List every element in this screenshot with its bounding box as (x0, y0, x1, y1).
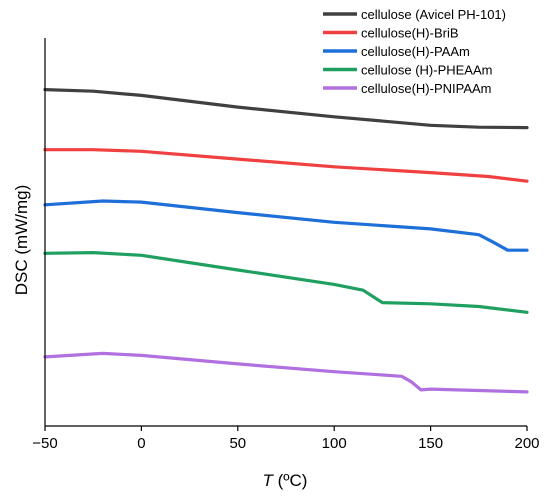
x-tick-label: −50 (32, 435, 57, 452)
legend-label-4: cellulose (H)-PHEAAm (361, 63, 492, 78)
series-line-2 (43, 148, 529, 183)
series-line-1 (43, 88, 529, 130)
x-tick-label: 0 (137, 435, 145, 452)
legend-label-1: cellulose (Avicel PH-101) (361, 7, 506, 22)
legend-label-3: cellulose(H)-PAAm (361, 44, 470, 59)
plot-lines (43, 88, 529, 394)
legend-label-5: cellulose(H)-PNIPAAm (361, 81, 492, 96)
x-tick-label: 150 (418, 435, 443, 452)
x-tick-label: 50 (229, 435, 246, 452)
axes (44, 38, 527, 427)
legend: cellulose (Avicel PH-101) cellulose(H)-Br… (323, 7, 506, 96)
y-axis-label: DSC (mW/mg) (12, 185, 31, 295)
x-tick-label: 200 (514, 435, 539, 452)
series-line-5 (43, 351, 529, 394)
x-axis-label-unit: (ºC) (273, 471, 308, 490)
x-axis-label-symbol: T (263, 471, 275, 490)
x-ticks: −50 0 50 100 150 200 (32, 426, 540, 452)
x-tick-label: 100 (322, 435, 347, 452)
legend-label-2: cellulose(H)-BriB (361, 26, 459, 41)
series-line-4 (43, 251, 529, 314)
series-line-3 (43, 199, 529, 252)
x-axis-label: T (ºC) (263, 471, 308, 490)
